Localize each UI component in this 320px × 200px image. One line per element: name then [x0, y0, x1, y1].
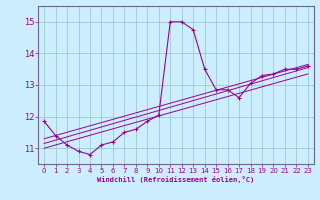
X-axis label: Windchill (Refroidissement éolien,°C): Windchill (Refroidissement éolien,°C) — [97, 176, 255, 183]
